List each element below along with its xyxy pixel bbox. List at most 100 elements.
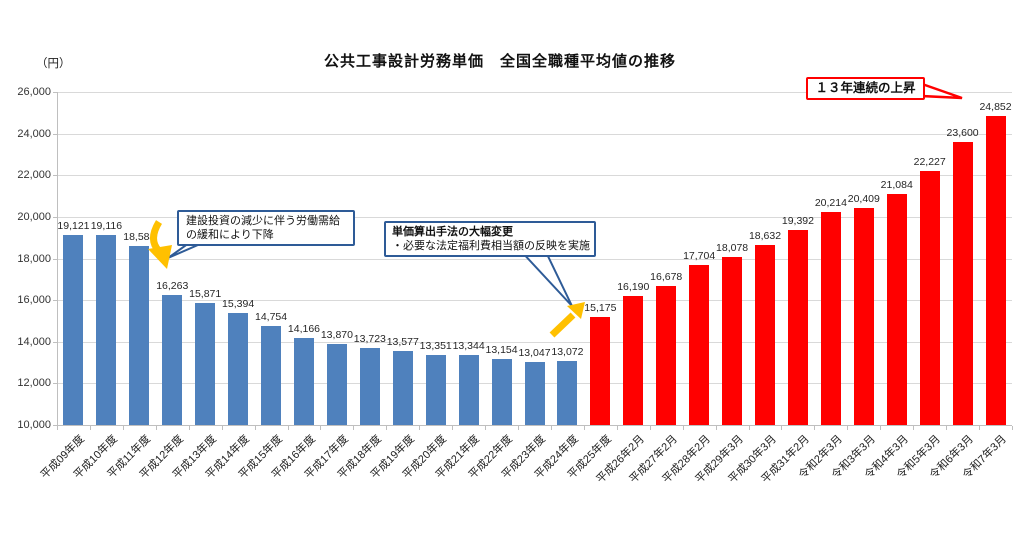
y-axis-label: 26,000	[17, 86, 51, 98]
x-axis-tick	[287, 426, 289, 430]
bar-value-label: 21,084	[880, 179, 913, 192]
x-axis-tick	[386, 426, 388, 430]
x-axis-tick	[1012, 426, 1013, 430]
x-axis-tick	[122, 426, 124, 430]
x-axis-tick	[485, 426, 487, 430]
y-axis-tick	[53, 175, 57, 177]
gridline	[57, 133, 1012, 135]
bar	[425, 355, 446, 425]
bar	[557, 361, 578, 425]
x-axis-tick	[649, 426, 651, 430]
bar-value-label: 20,214	[814, 197, 847, 210]
x-axis-tick	[847, 426, 849, 430]
bar-value-label: 13,577	[386, 335, 419, 348]
x-axis-tick	[550, 426, 552, 430]
bar	[722, 256, 743, 425]
x-axis-tick	[518, 426, 520, 430]
x-axis-tick	[814, 426, 816, 430]
bar-value-label: 13,351	[419, 340, 452, 353]
bar	[952, 141, 973, 425]
x-axis-line	[57, 425, 1012, 426]
y-axis-label: 12,000	[17, 377, 51, 390]
gridline	[57, 216, 1012, 218]
bar	[820, 212, 841, 425]
bar-value-label: 15,394	[222, 297, 255, 310]
bar	[162, 294, 183, 425]
bar-value-label: 24,852	[979, 100, 1012, 113]
bar	[491, 359, 512, 425]
bar	[359, 347, 380, 425]
bar-value-label: 13,072	[551, 346, 584, 359]
bar-value-label: 19,121	[57, 220, 90, 233]
y-axis-tick	[53, 300, 57, 302]
x-axis-tick	[89, 426, 91, 430]
y-axis-label: 20,000	[17, 210, 51, 223]
bar	[392, 350, 413, 425]
bar	[63, 235, 84, 425]
decline-note-line1: 建設投資の減少に伴う労働需給	[186, 215, 340, 227]
x-axis-tick	[353, 426, 355, 430]
x-axis-tick	[320, 426, 322, 430]
y-axis-tick	[53, 341, 57, 343]
bar	[590, 317, 611, 425]
bar	[458, 355, 479, 425]
decline-note-line2: の緩和により下降	[186, 229, 274, 241]
gridline	[57, 341, 1012, 343]
y-axis-tick	[53, 258, 57, 260]
bar	[689, 264, 710, 425]
x-axis-tick	[682, 426, 684, 430]
y-axis-tick	[53, 425, 57, 426]
gridline	[57, 92, 1012, 93]
bar	[919, 170, 940, 425]
y-axis-label: 24,000	[17, 127, 51, 140]
method-change-note-bubble: 単価算出手法の大幅変更 ・必要な法定福利費相当額の反映を実施	[384, 221, 596, 257]
x-axis-tick	[880, 426, 882, 430]
bar-value-label: 13,870	[320, 329, 353, 342]
bar	[129, 246, 150, 425]
bar-value-label: 19,392	[781, 214, 814, 227]
bar-value-label: 18,078	[716, 241, 749, 254]
chart-title: 公共工事設計労務単価 全国全職種平均値の推移	[323, 53, 676, 70]
bar	[985, 115, 1006, 425]
bar	[96, 235, 117, 425]
gridline	[57, 175, 1012, 177]
decline-arrow-head	[148, 245, 172, 269]
y-axis-tick	[53, 92, 57, 93]
x-axis-tick	[254, 426, 256, 430]
x-axis-tick	[452, 426, 454, 430]
bar-value-label: 18,632	[748, 230, 782, 243]
y-axis-label: 18,000	[17, 252, 51, 265]
bar	[656, 286, 677, 425]
method-note-line2: ・必要な法定福利費相当額の反映を実施	[392, 240, 590, 252]
x-axis-tick	[221, 426, 223, 430]
bar-value-label: 22,227	[913, 155, 946, 168]
bar	[755, 245, 776, 425]
bar-value-label: 16,678	[650, 271, 683, 283]
bar-value-label: 16,263	[156, 279, 189, 292]
bar-value-label: 14,754	[254, 311, 288, 324]
x-axis-tick	[155, 426, 157, 430]
bar-value-label: 15,871	[189, 287, 222, 300]
decline-note-bubble: 建設投資の減少に伴う労働需給 の緩和により下降	[177, 210, 355, 246]
y-axis-tick	[53, 216, 57, 218]
bar	[524, 361, 545, 425]
y-axis-tick	[53, 383, 57, 385]
bar-value-label: 13,344	[452, 340, 485, 353]
x-axis-tick	[946, 426, 948, 430]
bar	[886, 194, 907, 425]
bar-value-label: 15,175	[584, 302, 617, 315]
bar-value-label: 13,154	[485, 344, 518, 357]
x-axis-tick	[583, 426, 585, 430]
bar-value-label: 16,190	[617, 281, 650, 294]
x-axis-tick	[715, 426, 717, 430]
bar-value-label: 14,166	[287, 323, 321, 336]
bar	[326, 344, 347, 425]
y-axis-label: 14,000	[17, 335, 51, 348]
x-axis-tick	[781, 426, 783, 430]
bar-value-label: 20,409	[847, 193, 880, 206]
bar	[261, 326, 282, 425]
bar	[623, 296, 644, 425]
bar-value-label: 13,047	[518, 346, 551, 359]
rise-streak-callout: １３年連続の上昇	[806, 77, 925, 100]
